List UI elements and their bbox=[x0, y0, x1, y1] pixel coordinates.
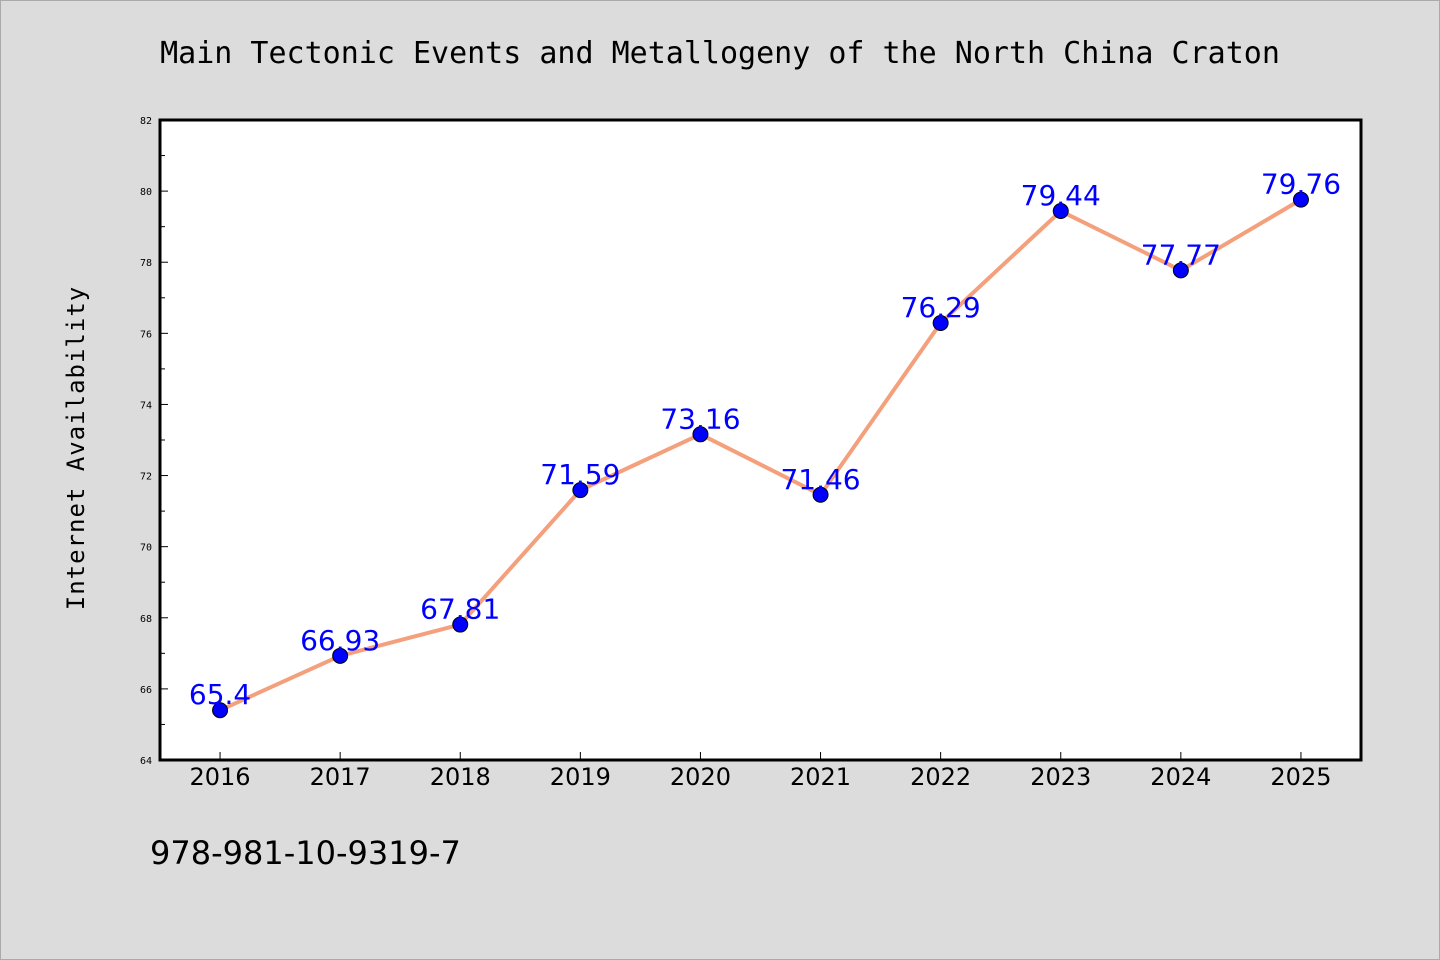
data-label: 79.44 bbox=[1021, 179, 1101, 212]
data-point bbox=[1172, 262, 1189, 279]
y-tick-label: 68 bbox=[140, 614, 152, 625]
data-point bbox=[932, 315, 949, 332]
data-label: 71.46 bbox=[780, 463, 860, 496]
data-point bbox=[1292, 191, 1309, 208]
data-labels-layer: 65.4 66.93 67.81 71.59 73.16 71.46 76.29 79.44 7… bbox=[189, 168, 1341, 712]
data-label: 79.76 bbox=[1261, 168, 1341, 201]
y-tick-label: 70 bbox=[140, 543, 152, 554]
x-tick-label: 2023 bbox=[1030, 763, 1091, 791]
data-point bbox=[1052, 203, 1069, 220]
y-axis-label: Internet Availability bbox=[62, 286, 90, 610]
data-label: 67.81 bbox=[420, 593, 500, 626]
data-label: 76.29 bbox=[901, 291, 981, 324]
data-label: 77.77 bbox=[1141, 238, 1221, 271]
series-layer bbox=[212, 191, 1309, 719]
data-label: 66.93 bbox=[300, 624, 380, 657]
y-tick-label: 64 bbox=[140, 756, 152, 767]
series-line bbox=[218, 197, 1303, 713]
y-tick-label: 66 bbox=[140, 685, 152, 696]
x-tick-label: 2025 bbox=[1270, 763, 1331, 791]
data-label: 65.4 bbox=[189, 678, 251, 711]
plot-area bbox=[158, 118, 1363, 762]
y-tick-label: 76 bbox=[140, 329, 152, 340]
data-point bbox=[212, 702, 229, 719]
x-tick-label: 2024 bbox=[1150, 763, 1211, 791]
data-label: 71.59 bbox=[540, 458, 620, 491]
chart-title: Main Tectonic Events and Metallogeny of … bbox=[160, 36, 1280, 71]
y-tick-label: 78 bbox=[140, 258, 152, 269]
y-tick-label: 80 bbox=[140, 187, 152, 198]
data-point bbox=[692, 426, 709, 443]
x-tick-label: 2020 bbox=[670, 763, 731, 791]
y-tick-label: 82 bbox=[140, 116, 152, 127]
y-tick-label: 72 bbox=[140, 472, 152, 483]
data-point bbox=[332, 647, 349, 664]
x-tick-label: 2018 bbox=[430, 763, 491, 791]
x-axis-ticks: 2016 2017 2018 2019 2020 2021 2022 2023 2024 2025 bbox=[190, 752, 1331, 791]
data-point bbox=[572, 482, 589, 499]
y-axis-ticks: 64 66 68 70 72 74 76 78 80 82 bbox=[140, 116, 168, 767]
x-tick-label: 2016 bbox=[190, 763, 251, 791]
data-point bbox=[812, 486, 829, 503]
x-tick-label: 2022 bbox=[910, 763, 971, 791]
data-label: 73.16 bbox=[660, 402, 740, 435]
x-tick-label: 2017 bbox=[310, 763, 371, 791]
y-tick-label: 74 bbox=[140, 400, 152, 411]
footnote-isbn: 978-981-10-9319-7 bbox=[150, 834, 461, 872]
data-point bbox=[452, 616, 469, 633]
x-tick-label: 2021 bbox=[790, 763, 851, 791]
x-tick-label: 2019 bbox=[550, 763, 611, 791]
